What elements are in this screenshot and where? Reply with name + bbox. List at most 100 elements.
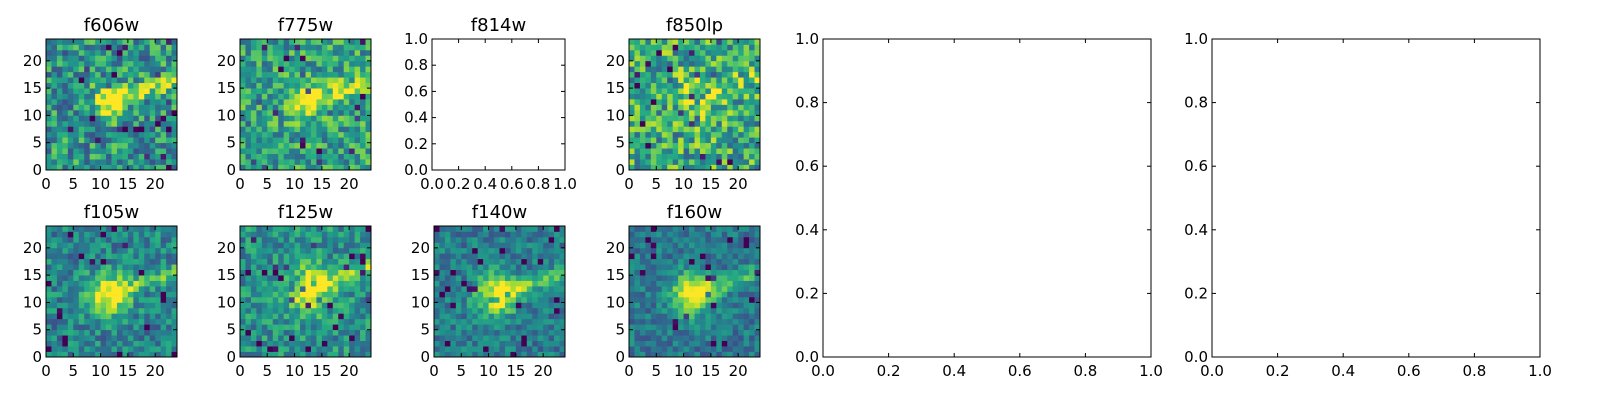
heatmap-cell xyxy=(155,247,161,254)
heatmap-cell xyxy=(543,269,549,276)
heatmap-cell xyxy=(332,329,339,336)
heatmap-cell xyxy=(678,153,684,160)
heatmap-cell xyxy=(316,313,323,320)
heatmap-cell xyxy=(672,264,679,271)
heatmap-cell xyxy=(727,148,734,154)
heatmap-cell xyxy=(245,164,252,171)
heatmap-cell xyxy=(327,148,334,154)
heatmap-cell xyxy=(240,148,246,154)
heatmap-cell xyxy=(240,44,246,51)
heatmap-cell xyxy=(100,77,107,84)
heatmap-cell xyxy=(543,329,549,336)
heatmap-cell xyxy=(133,131,140,138)
heatmap-cell xyxy=(127,280,134,287)
heatmap-cell xyxy=(499,264,506,271)
heatmap-cell xyxy=(494,335,500,341)
heatmap-cell xyxy=(267,291,274,298)
heatmap-cell xyxy=(678,148,684,154)
heatmap-cell xyxy=(67,346,74,352)
heatmap-cell xyxy=(515,253,522,260)
heatmap-cell xyxy=(661,275,668,281)
heatmap-cell xyxy=(138,291,145,298)
heatmap-cell xyxy=(250,291,257,298)
heatmap-cell xyxy=(300,346,306,352)
heatmap-cell xyxy=(434,226,440,232)
heatmap-cell xyxy=(721,60,728,67)
heatmap-cell xyxy=(171,104,178,111)
heatmap-cell xyxy=(138,115,145,122)
heatmap-cell xyxy=(261,286,268,292)
heatmap-cell xyxy=(73,104,80,111)
heatmap-cell xyxy=(477,307,484,314)
heatmap-cell xyxy=(661,60,668,67)
heatmap-cell xyxy=(694,286,701,292)
heatmap-cell xyxy=(738,164,744,171)
heatmap-cell xyxy=(554,269,560,276)
heatmap-cell xyxy=(743,291,750,298)
heatmap-cell xyxy=(111,253,118,260)
heatmap-cell xyxy=(354,153,361,160)
heatmap-cell xyxy=(100,269,107,276)
heatmap-cell xyxy=(56,137,63,144)
heatmap-cell xyxy=(272,231,279,238)
heatmap-cell xyxy=(548,340,555,347)
heatmap-cell xyxy=(133,302,140,309)
heatmap-cell xyxy=(84,60,91,67)
heatmap-cell xyxy=(343,77,350,84)
heatmap-cell xyxy=(46,296,52,303)
heatmap-cell xyxy=(439,335,446,341)
heatmap-cell xyxy=(650,324,657,331)
heatmap-cell xyxy=(727,346,734,352)
heatmap-cell xyxy=(343,93,350,100)
heatmap-cell xyxy=(240,104,246,111)
heatmap-cell xyxy=(122,104,129,111)
heatmap-cell xyxy=(661,49,668,56)
heatmap-cell xyxy=(749,82,755,89)
heatmap-cell xyxy=(683,335,690,341)
y-tick-label: 0 xyxy=(226,348,236,366)
heatmap-cell xyxy=(461,226,468,232)
heatmap-cell xyxy=(360,296,366,303)
heatmap-cell xyxy=(343,286,350,292)
heatmap-cell xyxy=(316,137,323,144)
x-tick-label: 15 xyxy=(118,175,137,193)
heatmap-cell xyxy=(483,247,489,254)
heatmap-cell xyxy=(283,49,290,56)
heatmap-cell xyxy=(245,302,252,309)
heatmap-cell xyxy=(343,104,350,111)
heatmap-cell xyxy=(639,88,646,94)
heatmap-cell xyxy=(111,55,118,62)
heatmap-cell xyxy=(73,318,80,325)
heatmap-cell xyxy=(46,115,52,122)
heatmap-cell xyxy=(548,291,555,298)
heatmap-cell xyxy=(694,120,701,127)
heatmap-cell xyxy=(122,137,129,144)
heatmap-cell xyxy=(537,242,544,249)
heatmap-cell xyxy=(521,226,528,232)
heatmap-cell xyxy=(289,77,295,84)
heatmap-cell xyxy=(133,346,140,352)
heatmap-cell xyxy=(256,159,263,165)
heatmap-cell xyxy=(656,340,663,347)
heatmap-cell xyxy=(515,236,522,243)
heatmap-cell xyxy=(634,142,641,149)
heatmap-cell xyxy=(160,148,167,154)
heatmap-cell xyxy=(738,302,744,309)
heatmap-cell xyxy=(716,302,723,309)
heatmap-cell xyxy=(543,324,549,331)
heatmap-cell xyxy=(472,258,479,265)
heatmap-cell xyxy=(78,39,85,45)
heatmap-cell xyxy=(95,120,101,127)
heatmap-cell xyxy=(710,286,717,292)
heatmap-cell xyxy=(543,253,549,260)
heatmap-cell xyxy=(171,236,178,243)
heatmap-cell xyxy=(354,313,361,320)
heatmap-cell xyxy=(116,148,123,154)
heatmap-cell xyxy=(494,280,500,287)
heatmap-cell xyxy=(51,351,58,358)
heatmap-cell xyxy=(716,340,723,347)
heatmap-cell xyxy=(261,247,268,254)
y-tick-label: 0 xyxy=(615,161,625,179)
heatmap-cell xyxy=(338,296,345,303)
heatmap-cell xyxy=(149,55,156,62)
